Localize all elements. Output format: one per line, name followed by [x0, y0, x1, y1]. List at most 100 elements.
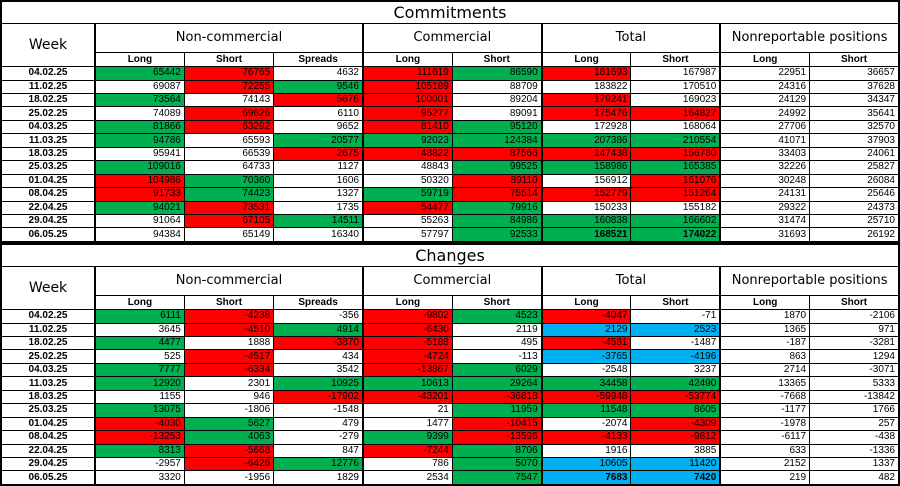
value-cell: 24061 — [809, 146, 900, 162]
week-cell: 25.02.25 — [0, 349, 96, 364]
value-cell: 50320 — [361, 173, 453, 189]
col-header-total-short: Short — [630, 51, 721, 68]
value-cell: -1806 — [183, 403, 275, 418]
value-cell: 166602 — [630, 213, 721, 229]
value-cell: -5188 — [361, 336, 453, 351]
value-cell: -7244 — [361, 443, 453, 458]
value-cell: 150233 — [540, 200, 632, 215]
week-cell: 04.03.25 — [0, 362, 96, 378]
data-row: 18.03.25 95941 66539 2675 48822 87566 147438 15… — [0, 146, 900, 162]
value-cell: 74423 — [183, 187, 275, 202]
col-header-non-commercial-long: Long — [93, 294, 185, 311]
week-cell: 18.03.25 — [0, 389, 96, 405]
value-cell: 94384 — [93, 227, 185, 243]
value-cell: -4581 — [540, 336, 632, 351]
sub-header-row: Long Short Spreads Long Short Long Short Long Sh… — [1, 51, 900, 68]
value-cell: -4238 — [183, 309, 275, 324]
value-cell: 33403 — [719, 146, 811, 162]
value-cell: -279 — [273, 430, 364, 445]
data-row: 29.04.25 91064 67105 14511 55263 84986 160838 1… — [0, 213, 900, 229]
data-row: 18.02.25 4477 1888 -3870 -5188 495 -4581 -1487-… — [0, 336, 900, 351]
value-cell: 1888 — [183, 336, 275, 351]
value-cell: 109016 — [93, 160, 185, 175]
value-cell: -1487 — [630, 336, 721, 351]
value-cell: 147438 — [540, 146, 632, 162]
group-header-non-commercial: Non-commercial — [94, 22, 364, 53]
commitments-title: Commitments — [0, 0, 900, 24]
value-cell: 59719 — [361, 187, 453, 202]
value-cell: 81866 — [93, 119, 185, 135]
value-cell: 91064 — [93, 213, 185, 229]
data-row: 25.03.25 13075 -1806 -1548 21 11959 11548 8605-… — [0, 403, 900, 418]
commitments-table-body: Commitments Week Non-commercial Commercial… — [0, 0, 900, 243]
data-row: 04.02.25 6111 -4238 -356 -9802 4523 -4047 -71 18… — [0, 309, 900, 324]
value-cell: 219 — [719, 470, 811, 486]
value-cell: 156912 — [540, 173, 632, 189]
sub-header-row: Long Short Spreads Long Short Long Short Long Sh… — [1, 294, 900, 311]
value-cell: -7668 — [719, 389, 811, 405]
value-cell: 12920 — [93, 376, 185, 391]
col-header-non-commercial-short: Short — [183, 294, 275, 311]
value-cell: -1336 — [809, 443, 900, 458]
value-cell: 30248 — [719, 173, 811, 189]
group-header-total: Total — [540, 265, 721, 296]
value-cell: 86590 — [451, 66, 543, 81]
value-cell: 16340 — [273, 227, 364, 243]
value-cell: 42490 — [630, 376, 721, 391]
value-cell: 1127 — [273, 160, 364, 175]
value-cell: 13075 — [93, 403, 185, 418]
value-cell: 8313 — [93, 443, 185, 458]
week-cell: 01.04.25 — [0, 416, 96, 432]
group-header-row: Week Non-commercial Commercial Total Nonrepo… — [0, 22, 900, 68]
value-cell: 3885 — [630, 443, 721, 458]
week-cell: 08.04.25 — [0, 187, 96, 202]
data-row: 08.04.25 -13253 4063 -279 9399 -13596 -4133 -98… — [0, 430, 900, 445]
value-cell: 168521 — [540, 227, 632, 243]
col-header-nonreportable-positions-long: Long — [719, 51, 811, 68]
value-cell: 863 — [719, 349, 811, 364]
value-cell: 8706 — [451, 443, 543, 458]
data-row: 22.04.25 94021 73531 1735 54477 79916 150233 15… — [0, 200, 900, 215]
value-cell: 183822 — [540, 79, 632, 95]
value-cell: 4914 — [273, 322, 364, 338]
value-cell: -3765 — [540, 349, 632, 364]
value-cell: 89110 — [451, 173, 543, 189]
value-cell: 2301 — [183, 376, 275, 391]
value-cell: 24129 — [719, 93, 811, 108]
value-cell: 7683 — [540, 470, 632, 486]
value-cell: 25710 — [809, 213, 900, 229]
week-cell: 04.02.25 — [0, 66, 96, 81]
value-cell: 156780 — [630, 146, 721, 162]
value-cell: 79916 — [451, 200, 543, 215]
group-header-row: Week Non-commercial Commercial Total Nonrepo… — [0, 265, 900, 311]
value-cell: 2523 — [630, 322, 721, 338]
value-cell: -2548 — [540, 362, 632, 378]
col-header-total-long: Long — [540, 51, 632, 68]
week-cell: 11.02.25 — [0, 79, 96, 95]
data-row: 11.02.25 3645 -4510 4914 -6430 2119 2129 2523 13… — [0, 322, 900, 338]
value-cell: 25646 — [809, 187, 900, 202]
group-header-total: Total — [540, 22, 721, 53]
data-row: 11.03.25 12920 2301 10925 10613 29264 34458 424… — [0, 376, 900, 391]
value-cell: 1606 — [273, 173, 364, 189]
value-cell: 94021 — [93, 200, 185, 215]
value-cell: -53774 — [630, 389, 721, 405]
value-cell: 27706 — [719, 119, 811, 135]
value-cell: -113 — [451, 349, 543, 364]
value-cell: 164827 — [630, 106, 721, 121]
data-row: 22.04.25 8313 -5668 847 -7244 8706 1916 3885 633… — [0, 443, 900, 458]
value-cell: 8605 — [630, 403, 721, 418]
value-cell: -13867 — [361, 362, 453, 378]
col-header-total-long: Long — [540, 294, 632, 311]
value-cell: 1294 — [809, 349, 900, 364]
col-header-commercial-short: Short — [451, 51, 543, 68]
value-cell: 2714 — [719, 362, 811, 378]
value-cell: 24131 — [719, 187, 811, 202]
value-cell: 24373 — [809, 200, 900, 215]
value-cell: 74143 — [183, 93, 275, 108]
col-header-non-commercial-spreads: Spreads — [273, 51, 364, 68]
value-cell: -2074 — [540, 416, 632, 432]
value-cell: 36657 — [809, 66, 900, 81]
data-row: 25.03.25 109016 64733 1127 48843 99525 158986 1… — [0, 160, 900, 175]
